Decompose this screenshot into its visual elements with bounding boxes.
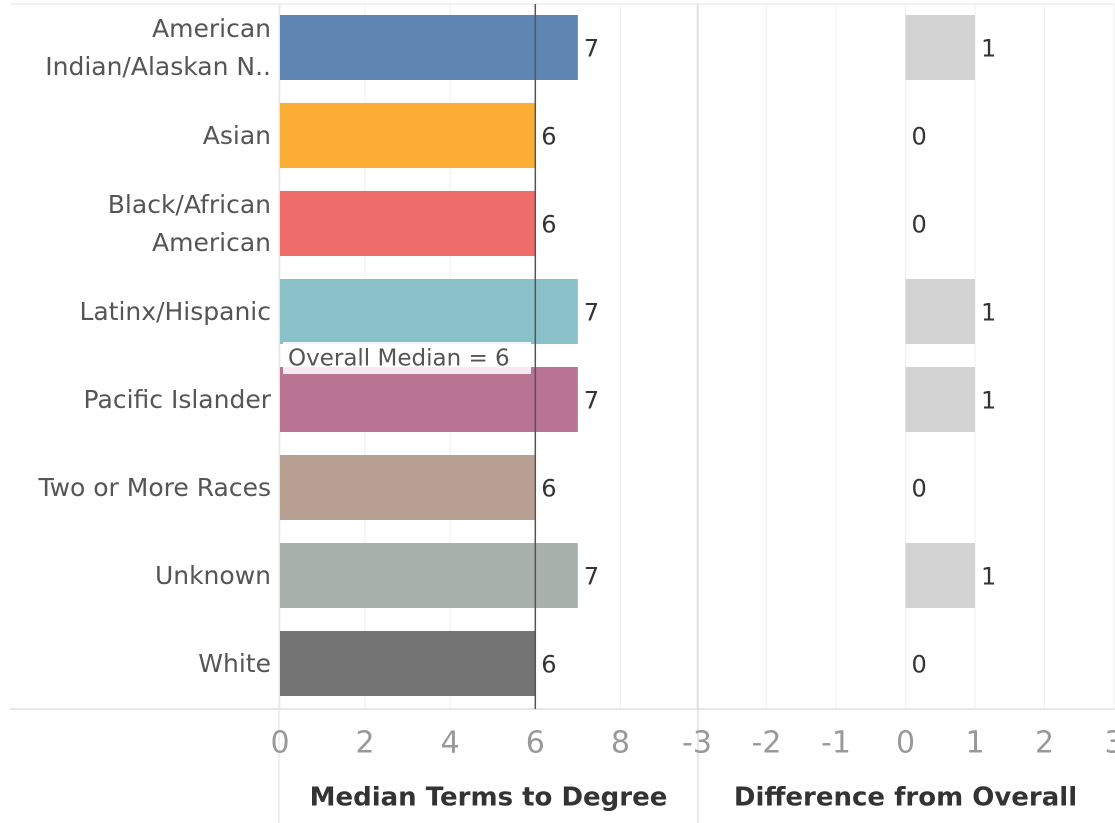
x-tick-label: 3 — [1104, 726, 1115, 761]
x-tick-label: 8 — [611, 726, 630, 761]
category-label: White — [198, 648, 271, 678]
category-label: Unknown — [154, 560, 271, 590]
category-label: Asian — [202, 120, 271, 150]
bar — [280, 279, 578, 344]
value-label: 7 — [584, 35, 599, 63]
value-label: 0 — [912, 211, 927, 239]
value-label: 7 — [584, 563, 599, 591]
category-label: Black/African American — [107, 189, 271, 257]
annotation: Overall Median = 6 — [288, 346, 510, 372]
value-label: 1 — [981, 35, 996, 63]
value-label: 1 — [981, 387, 996, 415]
bar — [905, 543, 975, 608]
value-label: 6 — [541, 211, 556, 239]
x-tick-label: 0 — [896, 726, 915, 761]
bar — [905, 367, 975, 432]
value-label: 1 — [981, 299, 996, 327]
bar — [905, 279, 975, 344]
bar — [280, 191, 536, 256]
value-label: 7 — [584, 387, 599, 415]
x-tick-label: -1 — [821, 726, 851, 761]
annotation-box — [283, 342, 531, 374]
value-label: 1 — [981, 563, 996, 591]
x-tick-label: 6 — [526, 726, 545, 761]
bar — [280, 543, 578, 608]
bar — [905, 15, 975, 80]
value-label: 0 — [912, 475, 927, 503]
x-tick-label: 1 — [965, 726, 984, 761]
value-label: 6 — [541, 651, 556, 679]
x-tick-label: 0 — [270, 726, 289, 761]
bar — [280, 631, 536, 696]
bar — [280, 367, 578, 432]
category-label: Latinx/Hispanic — [79, 296, 271, 326]
bar — [280, 103, 536, 168]
bar — [280, 15, 578, 80]
x-axis-title: Difference from Overall — [734, 783, 1077, 813]
value-label: 6 — [541, 475, 556, 503]
x-tick-label: 2 — [356, 726, 375, 761]
category-label: Two or More Races — [38, 472, 271, 502]
x-tick-label: 2 — [1035, 726, 1054, 761]
bar — [280, 455, 536, 520]
x-tick-label: 4 — [441, 726, 460, 761]
category-label: Pacific Islander — [83, 384, 271, 414]
x-axis-title: Median Terms to Degree — [310, 783, 668, 813]
x-tick-label: -2 — [752, 726, 782, 761]
value-label: 0 — [912, 123, 927, 151]
value-label: 0 — [912, 651, 927, 679]
category-label: American Indian/Alaskan N.. — [45, 13, 271, 81]
value-label: 7 — [584, 299, 599, 327]
x-tick-label: -3 — [682, 726, 712, 761]
value-label: 6 — [541, 123, 556, 151]
